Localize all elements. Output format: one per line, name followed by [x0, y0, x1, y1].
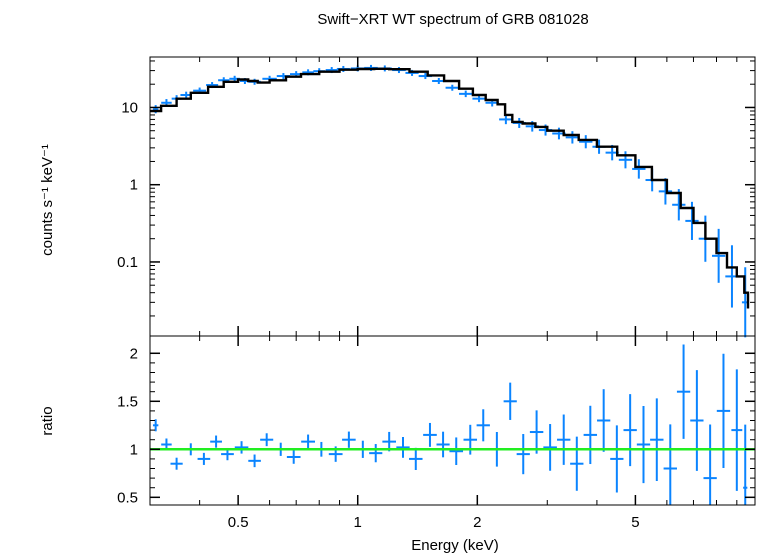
ratio-y-ticks: 0.5 1 1.5 2: [117, 345, 755, 506]
spectrum-model-series: [150, 67, 750, 309]
spectrum-data-point: [565, 131, 580, 144]
x-tick-label: 5: [631, 514, 639, 531]
spectrum-data-point: [711, 228, 726, 283]
x-tick-labels: 0.5 1 2 5: [228, 514, 640, 531]
ratio-data-point: [409, 447, 423, 470]
ratio-y-tick-label: 1.5: [117, 393, 138, 410]
ratio-data-point: [210, 435, 222, 448]
ratio-data-point: [516, 434, 530, 475]
ratio-data-point: [597, 389, 611, 452]
spectrum-data-point: [445, 84, 460, 91]
ratio-y-tick-label: 2: [130, 345, 138, 362]
ratio-data-point: [301, 434, 316, 449]
spectrum-y-axis-label: counts s⁻¹ keV⁻¹: [39, 144, 56, 256]
spectrum-data-point: [459, 90, 473, 98]
ratio-data-point: [503, 382, 517, 420]
ratio-x-ticks: [149, 336, 756, 505]
ratio-data-point: [152, 419, 159, 432]
ratio-data-point: [449, 437, 464, 466]
ratio-data-point: [583, 405, 598, 465]
ratio-data-point: [731, 369, 743, 491]
ratio-data-point: [476, 409, 490, 442]
ratio-y-axis-label: ratio: [39, 406, 56, 435]
ratio-y-tick-label: 1: [130, 441, 138, 458]
spectrum-panel: 0.1 1 10 counts s⁻¹ keV⁻¹: [39, 56, 756, 338]
ratio-data-point: [690, 370, 704, 471]
ratio-data-point: [423, 422, 437, 447]
ratio-data-point: [663, 424, 677, 505]
ratio-data-point: [197, 452, 211, 465]
ratio-data-point: [636, 405, 651, 484]
spectrum-y-ticks: 0.1 1 10: [117, 60, 755, 317]
ratio-data-point: [248, 454, 261, 468]
spectrum-data-point: [579, 135, 593, 149]
spectrum-y-tick-label: 10: [121, 99, 138, 116]
chart-title: Swift−XRT WT spectrum of GRB 081028: [317, 11, 588, 28]
x-axis-label: Energy (keV): [411, 537, 499, 554]
spectrum-data-point: [672, 189, 686, 221]
x-tick-label: 2: [473, 514, 481, 531]
ratio-data-point: [369, 444, 383, 463]
ratio-panel: 0.5 1 1.5 2 ratio: [39, 335, 756, 506]
ratio-y-tick-label: 0.5: [117, 489, 138, 506]
ratio-data-point: [570, 436, 584, 491]
ratio-data-point: [260, 433, 274, 447]
ratio-data-point: [543, 424, 557, 471]
spectrum-data-point: [632, 159, 646, 179]
spectrum-data-point: [499, 114, 513, 125]
spectrum-y-tick-label: 1: [130, 177, 138, 194]
spectrum-y-tick-label: 0.1: [117, 254, 138, 271]
spectrum-data-point: [658, 178, 673, 205]
ratio-data-point: [703, 424, 717, 505]
x-tick-label: 1: [354, 514, 362, 531]
ratio-data-point: [234, 441, 249, 454]
ratio-data-point: [396, 436, 410, 458]
spectrum-model-line: [150, 67, 750, 309]
ratio-data-point: [743, 424, 748, 505]
ratio-data-point: [623, 394, 637, 467]
ratio-data-point: [610, 425, 624, 493]
ratio-data-point: [286, 450, 301, 464]
ratio-data-point: [342, 431, 356, 448]
spectrum-x-ticks: [149, 57, 756, 336]
spectrum-data-point: [472, 95, 486, 103]
ratio-data-point: [529, 410, 544, 454]
ratio-data-point: [650, 398, 664, 481]
x-tick-label: 0.5: [228, 514, 249, 531]
ratio-data-point: [170, 457, 183, 470]
ratio-data-point: [436, 431, 450, 458]
ratio-data-point: [676, 344, 691, 439]
ratio-data-point: [557, 414, 571, 465]
